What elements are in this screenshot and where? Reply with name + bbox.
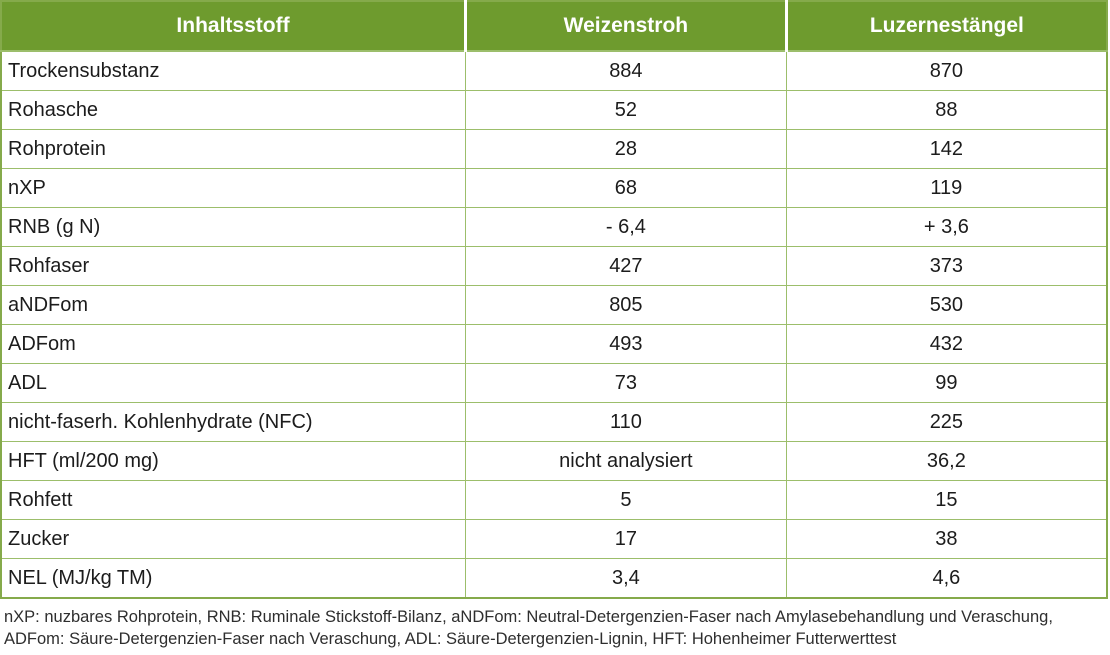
nutrition-table: Inhaltsstoff Weizenstroh Luzernestängel …	[0, 0, 1108, 599]
value-cell: 99	[785, 363, 1108, 403]
table-row: nXP 68 119	[0, 168, 1108, 208]
row-label: ADL	[0, 363, 467, 403]
table-row: Rohfaser 427 373	[0, 246, 1108, 286]
value-cell: 225	[785, 402, 1108, 442]
value-cell: 432	[785, 324, 1108, 364]
row-label: Rohfaser	[0, 246, 467, 286]
row-label: nicht-faserh. Kohlenhydrate (NFC)	[0, 402, 467, 442]
value-cell: 427	[465, 246, 787, 286]
value-cell: 36,2	[785, 441, 1108, 481]
header-row: Inhaltsstoff Weizenstroh Luzernestängel	[1, 1, 1107, 52]
value-cell: 119	[785, 168, 1108, 208]
table-row: nicht-faserh. Kohlenhydrate (NFC) 110 22…	[0, 402, 1108, 442]
value-cell: 73	[465, 363, 787, 403]
table-row: aNDFom 805 530	[0, 285, 1108, 325]
value-cell: 38	[785, 519, 1108, 559]
value-cell: + 3,6	[785, 207, 1108, 247]
row-label: Zucker	[0, 519, 467, 559]
value-cell: 15	[785, 480, 1108, 520]
value-cell: 28	[465, 129, 787, 169]
row-label: HFT (ml/200 mg)	[0, 441, 467, 481]
table-row: Rohfett 5 15	[0, 480, 1108, 520]
table-row: ADFom 493 432	[0, 324, 1108, 364]
value-cell: 142	[785, 129, 1108, 169]
abbreviations-footnote: nXP: nuzbares Rohprotein, RNB: Ruminale …	[0, 606, 1110, 650]
table-row: RNB (g N) - 6,4 + 3,6	[0, 207, 1108, 247]
column-header-luzernestaengel: Luzernestängel	[784, 1, 1107, 52]
table-row: Trockensubstanz 884 870	[0, 50, 1108, 91]
value-cell: nicht analysiert	[465, 441, 787, 481]
table-body: Trockensubstanz 884 870 Rohasche 52 88 R…	[0, 50, 1108, 599]
footnote-line-2: ADFom: Säure-Detergenzien-Faser nach Ver…	[4, 630, 897, 648]
value-cell: 805	[465, 285, 787, 325]
row-label: NEL (MJ/kg TM)	[0, 558, 467, 599]
row-label: nXP	[0, 168, 467, 208]
value-cell: 530	[785, 285, 1108, 325]
value-cell: 88	[785, 90, 1108, 130]
row-label: Rohfett	[0, 480, 467, 520]
value-cell: 17	[465, 519, 787, 559]
column-header-inhaltsstoff: Inhaltsstoff	[1, 1, 466, 52]
value-cell: 3,4	[465, 558, 787, 599]
table-row: Zucker 17 38	[0, 519, 1108, 559]
value-cell: 110	[465, 402, 787, 442]
value-cell: 5	[465, 480, 787, 520]
row-label: Trockensubstanz	[0, 50, 467, 91]
column-header-weizenstroh: Weizenstroh	[464, 1, 787, 52]
table-row: ADL 73 99	[0, 363, 1108, 403]
table-row: Rohasche 52 88	[0, 90, 1108, 130]
row-label: ADFom	[0, 324, 467, 364]
value-cell: 884	[465, 50, 787, 91]
table-row: HFT (ml/200 mg) nicht analysiert 36,2	[0, 441, 1108, 481]
row-label: aNDFom	[0, 285, 467, 325]
value-cell: 493	[465, 324, 787, 364]
row-label: RNB (g N)	[0, 207, 467, 247]
value-cell: 68	[465, 168, 787, 208]
value-cell: 4,6	[785, 558, 1108, 599]
value-cell: 870	[785, 50, 1108, 91]
footnote-line-1: nXP: nuzbares Rohprotein, RNB: Ruminale …	[4, 608, 1053, 626]
row-label: Rohasche	[0, 90, 467, 130]
row-label: Rohprotein	[0, 129, 467, 169]
value-cell: 52	[465, 90, 787, 130]
table-row: NEL (MJ/kg TM) 3,4 4,6	[0, 558, 1108, 599]
table-header: Inhaltsstoff Weizenstroh Luzernestängel	[1, 1, 1107, 52]
table-row: Rohprotein 28 142	[0, 129, 1108, 169]
value-cell: 373	[785, 246, 1108, 286]
value-cell: - 6,4	[465, 207, 787, 247]
